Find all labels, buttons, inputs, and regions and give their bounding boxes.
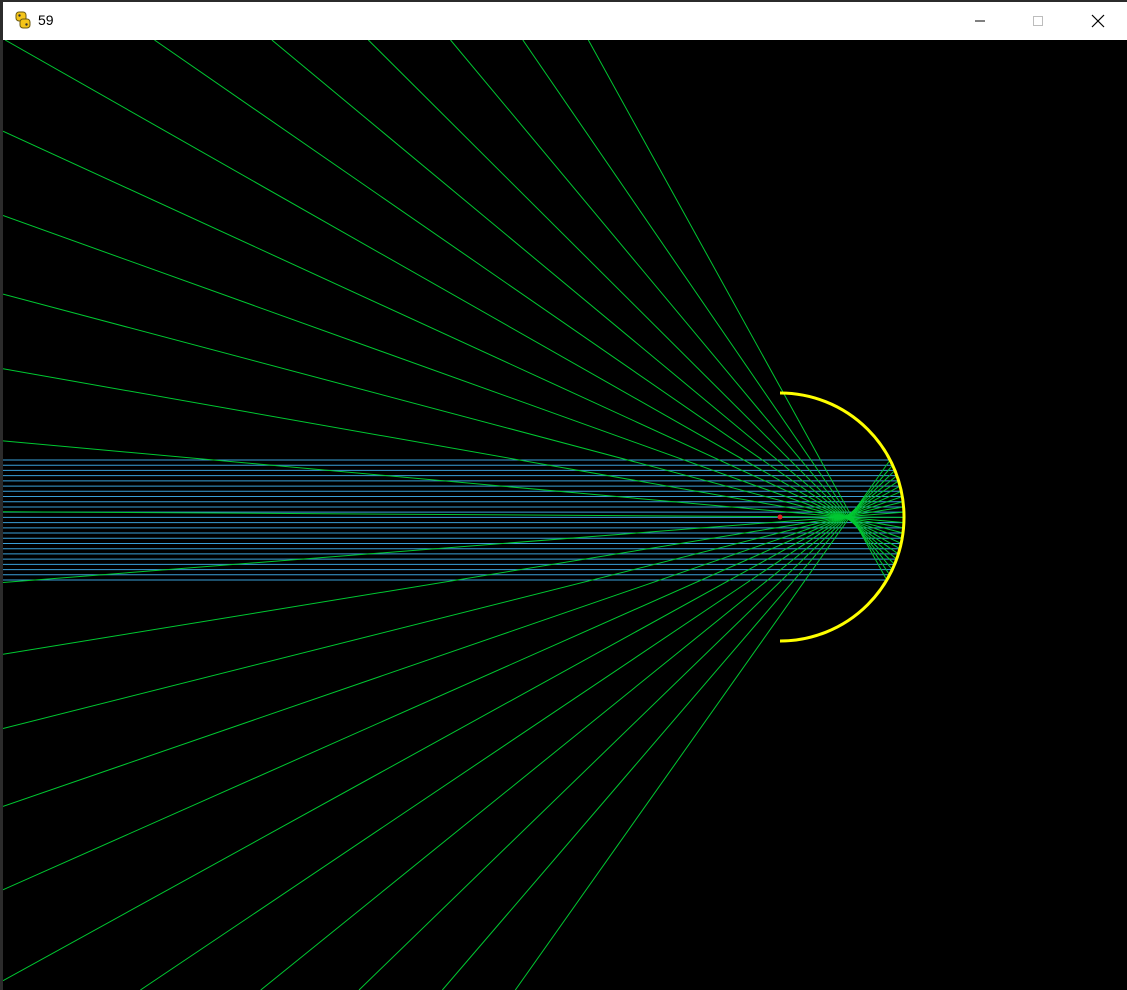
reflected-ray	[3, 293, 904, 534]
reflected-ray	[154, 40, 899, 555]
reflected-ray	[3, 130, 902, 544]
reflected-ray	[367, 40, 895, 565]
python-snake-icon	[13, 10, 33, 30]
reflected-ray	[3, 440, 904, 524]
reflected-ray	[450, 40, 893, 570]
reflected-ray	[3, 501, 904, 729]
minimize-icon	[974, 15, 986, 27]
reflected-ray	[441, 464, 894, 990]
reflected-ray	[522, 40, 891, 576]
close-button[interactable]	[1069, 2, 1127, 40]
reflected-ray	[3, 511, 904, 583]
reflected-ray	[3, 490, 902, 891]
reflected-ray	[3, 506, 904, 655]
reflected-ray	[4, 40, 901, 550]
maximize-icon	[1032, 15, 1044, 27]
maximize-button[interactable]	[1009, 2, 1067, 40]
reflected-ray	[3, 496, 903, 807]
title-bar[interactable]: 59	[3, 2, 1127, 41]
concave-mirror	[779, 391, 906, 643]
reflected-ray	[3, 511, 905, 518]
minimize-button[interactable]	[951, 2, 1009, 40]
center-of-curvature-marker	[777, 514, 783, 520]
window-title: 59	[38, 12, 54, 28]
reflected-ray	[3, 485, 901, 982]
simulation-canvas[interactable]	[3, 40, 1127, 990]
ray-tracing-scene	[3, 40, 906, 990]
reflected-ray	[358, 470, 896, 990]
reflected-ray	[260, 475, 898, 990]
reflected-ray	[3, 368, 904, 529]
reflected-ray	[587, 40, 888, 581]
reflected-ray	[140, 480, 899, 990]
app-window: 59	[3, 2, 1127, 990]
reflected-ray	[514, 459, 891, 990]
reflected-ray	[271, 40, 897, 560]
close-icon	[1091, 14, 1105, 28]
reflected-ray	[3, 215, 903, 539]
